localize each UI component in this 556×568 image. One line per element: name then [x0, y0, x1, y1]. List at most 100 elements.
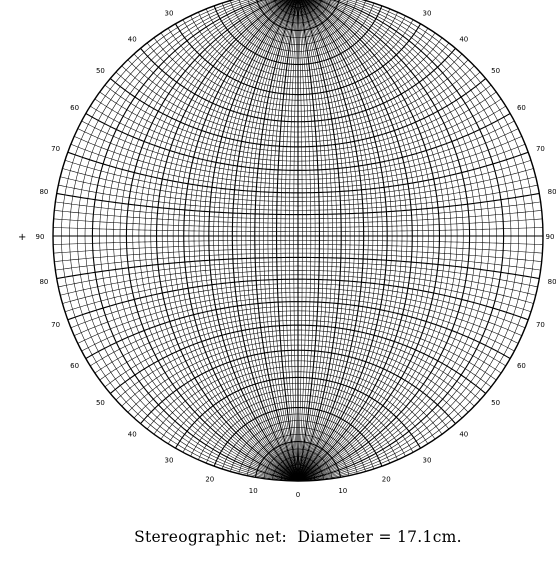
small-circle-minor	[182, 19, 414, 90]
net-caption: Stereographic net: Diameter = 17.1cm.	[134, 528, 462, 546]
small-circle-minor	[127, 339, 469, 413]
small-circle-minor	[64, 274, 532, 312]
rim-label-bottom-left: 80	[39, 278, 48, 286]
rim-label-right-90: 90	[546, 233, 555, 241]
small-circle-major	[67, 151, 529, 194]
small-circle-minor	[64, 160, 532, 198]
small-circle-minor	[190, 15, 406, 84]
small-circle-minor	[54, 248, 542, 262]
small-circle-minor	[265, 0, 331, 24]
small-circle-major	[175, 23, 421, 96]
small-circle-major	[85, 113, 511, 171]
small-circle-minor	[121, 334, 475, 407]
small-circle-major	[256, 0, 340, 31]
small-circle-major	[56, 192, 540, 216]
small-circle-minor	[127, 59, 469, 133]
small-circle-minor	[238, 0, 358, 45]
small-circle-minor	[280, 464, 316, 481]
rim-label-top-right: 70	[536, 145, 545, 153]
small-circle-minor	[246, 434, 350, 476]
small-circle-minor	[247, 0, 349, 38]
rim-label-top-left: 40	[128, 35, 137, 43]
small-circle-minor	[58, 261, 538, 288]
rim-label-bottom-left: 30	[165, 456, 174, 464]
rim-label-bottom-left: 40	[128, 431, 137, 439]
small-circle-minor	[104, 320, 492, 388]
rim-label-bottom-left: 20	[205, 475, 214, 483]
rim-label-top-left: 60	[70, 104, 79, 112]
small-circle-minor	[53, 244, 543, 254]
rim-label-bottom-right: 10	[338, 487, 347, 495]
small-circle-minor	[160, 32, 436, 107]
small-circle-minor	[272, 456, 324, 480]
small-circle-minor	[274, 0, 322, 16]
small-circle-minor	[167, 371, 429, 444]
small-circle-major	[254, 441, 342, 478]
small-circle-minor	[94, 310, 502, 374]
small-circle-minor	[230, 0, 366, 52]
small-circle-minor	[70, 143, 526, 189]
small-circle-minor	[198, 12, 398, 78]
small-circle-minor	[74, 287, 522, 336]
rim-label-left-90: 90	[36, 233, 45, 241]
small-circle-minor	[54, 210, 542, 224]
center-cross-mark: +	[18, 232, 26, 243]
small-circle-minor	[263, 448, 333, 479]
rim-label-top-right: 30	[423, 10, 432, 18]
small-circle-minor	[90, 105, 506, 167]
small-circle-major	[109, 78, 487, 148]
small-circle-minor	[74, 136, 522, 185]
rim-label-bottom-right: 30	[423, 456, 432, 464]
rim-label-bottom-left: 60	[70, 362, 79, 370]
small-circle-minor	[133, 53, 463, 128]
small-circle-minor	[81, 296, 515, 352]
rim-label-bottom-right: 50	[491, 399, 500, 407]
small-circle-minor	[99, 315, 497, 381]
small-circle-minor	[167, 28, 429, 101]
small-circle-major	[213, 406, 383, 467]
small-circle-minor	[153, 37, 443, 112]
small-circle-minor	[238, 427, 358, 474]
small-circle-major	[175, 376, 421, 449]
small-circle-minor	[182, 382, 414, 453]
rim-label-bottom-left: 10	[249, 487, 258, 495]
rim-label-bottom-left: 70	[51, 321, 60, 329]
small-circle-minor	[60, 176, 536, 207]
small-circle-minor	[53, 218, 543, 228]
small-circle-major	[85, 301, 511, 359]
rim-label-top-right: 40	[459, 35, 468, 43]
rim-label-top-left: 80	[39, 188, 48, 196]
small-circle-minor	[58, 184, 538, 211]
small-circle-minor	[99, 91, 497, 157]
rim-label-0: 0	[296, 491, 300, 499]
small-circle-minor	[289, 472, 307, 481]
small-circle-minor	[205, 400, 391, 464]
rim-label-top-left: 30	[165, 10, 174, 18]
small-circle-minor	[121, 65, 475, 138]
rim-label-bottom-left: 50	[96, 399, 105, 407]
rim-label-bottom-right: 60	[517, 362, 526, 370]
small-circle-minor	[77, 128, 519, 180]
small-circle-minor	[70, 283, 526, 329]
small-circle-minor	[94, 98, 502, 162]
small-circle-minor	[53, 240, 543, 245]
rim-label-bottom-right: 80	[548, 278, 556, 286]
small-circle-minor	[205, 8, 391, 72]
rim-label-bottom-right: 20	[382, 475, 391, 483]
rim-label-top-left: 70	[51, 145, 60, 153]
small-circle-minor	[198, 394, 398, 460]
rim-label-top-left: 50	[96, 67, 105, 75]
small-circle-minor	[104, 84, 492, 152]
small-circle-major	[213, 5, 383, 66]
small-circle-minor	[62, 168, 534, 202]
small-circle-major	[67, 278, 529, 321]
small-circle-minor	[90, 305, 506, 367]
small-circle-minor	[81, 120, 515, 176]
small-circle-minor	[230, 420, 366, 472]
small-circle-minor	[115, 71, 481, 143]
small-circle-minor	[115, 329, 481, 401]
small-circle-minor	[153, 360, 443, 435]
small-circle-minor	[190, 388, 406, 457]
rim-label-bottom-right: 70	[536, 321, 545, 329]
